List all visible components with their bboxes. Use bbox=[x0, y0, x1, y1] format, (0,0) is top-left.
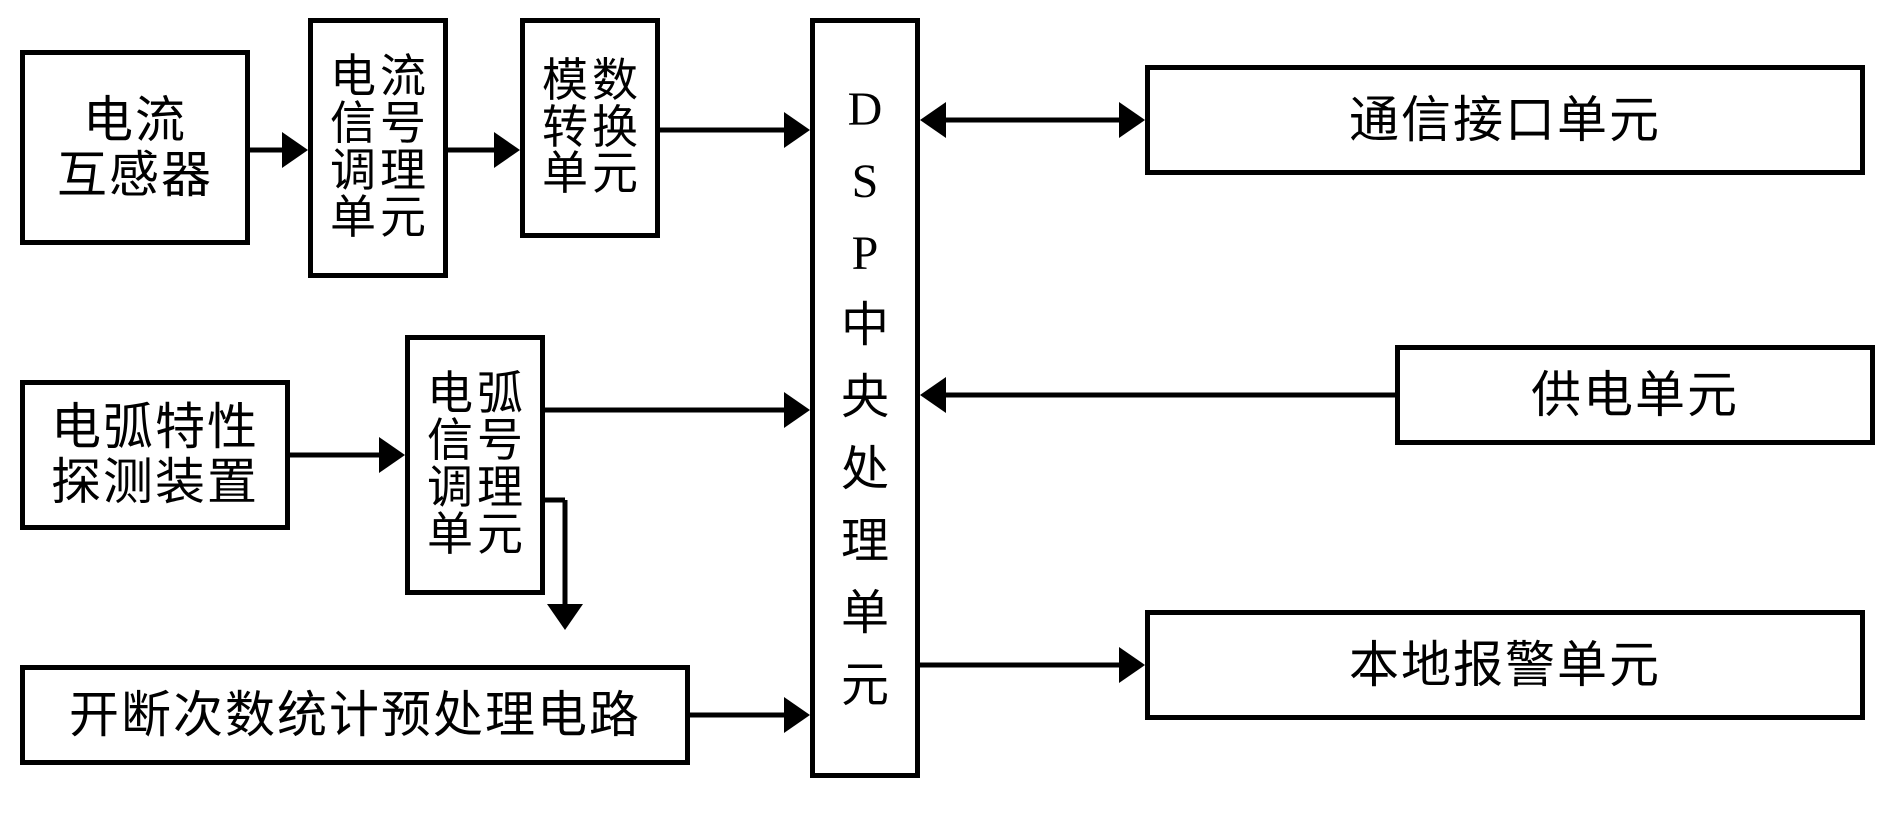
power-to-dsp-arrow bbox=[920, 377, 1395, 413]
adc-to-dsp-arrow bbox=[660, 112, 810, 148]
arrows-layer bbox=[0, 0, 1888, 832]
dsp-to-alarm-arrow bbox=[920, 647, 1145, 683]
arcdetect-to-arccond-arrow bbox=[290, 437, 405, 473]
arccond-to-breakcount-arrow bbox=[547, 500, 583, 630]
dsp-comm-arrow bbox=[920, 102, 1145, 138]
ct-to-currentcond-arrow bbox=[250, 132, 308, 168]
breakcount-to-dsp-arrow bbox=[690, 697, 810, 733]
currentcond-to-adc-arrow bbox=[448, 132, 520, 168]
arccond-to-dsp-arrow bbox=[545, 392, 810, 428]
